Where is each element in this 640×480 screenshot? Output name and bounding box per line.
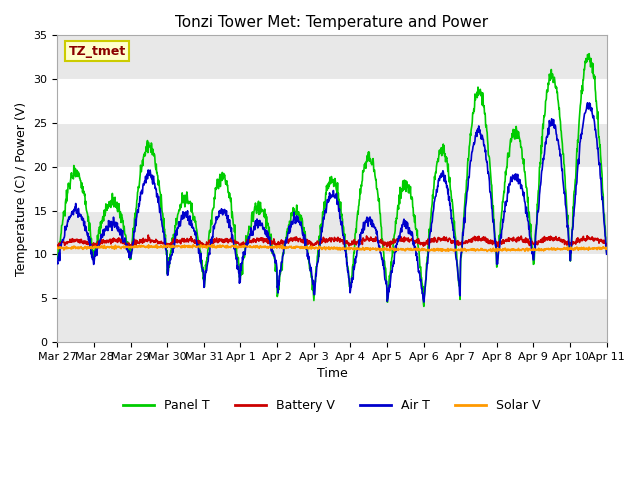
Line: Battery V: Battery V [58,235,607,248]
Battery V [490,240,497,245]
Battery V [54,245,61,251]
Air T [603,252,611,257]
Battery V [538,237,546,243]
Air T [417,282,425,288]
Battery V [54,243,61,249]
Bar [58,79,607,123]
Air T [584,100,591,106]
Solar V [603,246,611,252]
Y-axis label: Temperature (C) / Power (V): Temperature (C) / Power (V) [15,102,28,276]
Panel T [490,203,497,209]
Solar V [490,245,497,251]
Air T [538,168,545,174]
Line: Panel T: Panel T [58,54,607,306]
Solar V [493,249,501,254]
Air T [420,299,428,305]
Air T [54,260,61,265]
Air T [163,247,170,253]
Battery V [177,240,184,245]
Battery V [163,243,171,249]
Solar V [54,245,61,251]
Panel T [420,303,428,309]
Battery V [418,240,426,246]
Battery V [603,241,611,247]
Panel T [585,51,593,57]
Solar V [208,242,216,248]
Solar V [176,243,184,249]
Bar [58,254,607,298]
Line: Solar V: Solar V [58,245,607,252]
Solar V [538,247,546,252]
Battery V [145,232,152,238]
Panel T [538,134,545,140]
Text: TZ_tmet: TZ_tmet [68,45,125,58]
Air T [176,219,184,225]
Panel T [417,274,425,280]
Title: Tonzi Tower Met: Temperature and Power: Tonzi Tower Met: Temperature and Power [175,15,488,30]
Solar V [237,243,245,249]
Panel T [163,242,170,248]
Panel T [237,267,245,273]
Solar V [418,247,426,252]
Panel T [603,249,611,255]
Bar [58,167,607,211]
Air T [237,267,245,273]
Line: Air T: Air T [58,103,607,302]
Battery V [238,241,246,247]
Panel T [176,207,184,213]
Panel T [54,254,61,260]
Legend: Panel T, Battery V, Air T, Solar V: Panel T, Battery V, Air T, Solar V [118,394,546,417]
X-axis label: Time: Time [317,367,348,380]
Solar V [163,244,170,250]
Air T [490,217,497,223]
